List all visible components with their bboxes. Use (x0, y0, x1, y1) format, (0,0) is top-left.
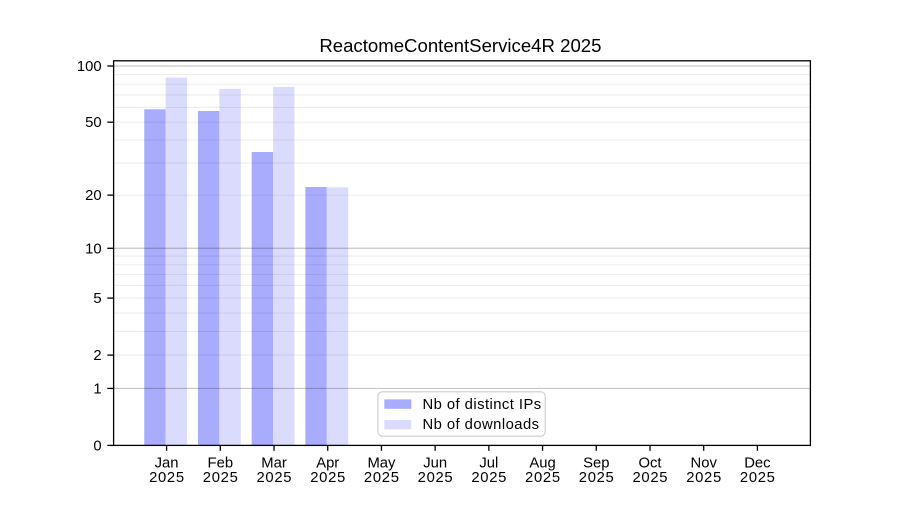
svg-text:Nb of distinct IPs: Nb of distinct IPs (423, 397, 542, 413)
svg-text:2025: 2025 (686, 470, 722, 486)
svg-text:2025: 2025 (203, 470, 239, 486)
svg-text:2: 2 (93, 348, 101, 364)
svg-text:0: 0 (93, 438, 101, 454)
svg-text:50: 50 (85, 115, 101, 131)
svg-text:Jan: Jan (155, 456, 179, 472)
svg-text:2025: 2025 (740, 470, 776, 486)
svg-text:5: 5 (93, 291, 101, 307)
svg-text:2025: 2025 (149, 470, 185, 486)
svg-text:Aug: Aug (529, 456, 555, 472)
svg-text:10: 10 (85, 241, 101, 257)
svg-text:Sep: Sep (583, 456, 609, 472)
svg-text:2025: 2025 (310, 470, 346, 486)
svg-text:Jul: Jul (479, 456, 498, 472)
svg-text:Jun: Jun (423, 456, 447, 472)
svg-text:Oct: Oct (638, 456, 661, 472)
svg-text:Apr: Apr (316, 456, 339, 472)
svg-text:1: 1 (93, 381, 101, 397)
svg-text:2025: 2025 (257, 470, 293, 486)
svg-text:2025: 2025 (418, 470, 454, 486)
svg-text:Nov: Nov (691, 456, 718, 472)
svg-text:2025: 2025 (579, 470, 615, 486)
svg-text:2025: 2025 (471, 470, 507, 486)
svg-text:20: 20 (85, 188, 101, 204)
svg-text:Dec: Dec (744, 456, 771, 472)
svg-text:ReactomeContentService4R 2025: ReactomeContentService4R 2025 (319, 35, 601, 56)
svg-text:2025: 2025 (525, 470, 561, 486)
svg-text:Mar: Mar (261, 456, 287, 472)
svg-text:2025: 2025 (364, 470, 400, 486)
svg-text:Feb: Feb (208, 456, 234, 472)
svg-text:Nb of downloads: Nb of downloads (423, 417, 540, 433)
svg-text:May: May (367, 456, 396, 472)
svg-text:2025: 2025 (632, 470, 668, 486)
svg-text:100: 100 (77, 59, 102, 75)
